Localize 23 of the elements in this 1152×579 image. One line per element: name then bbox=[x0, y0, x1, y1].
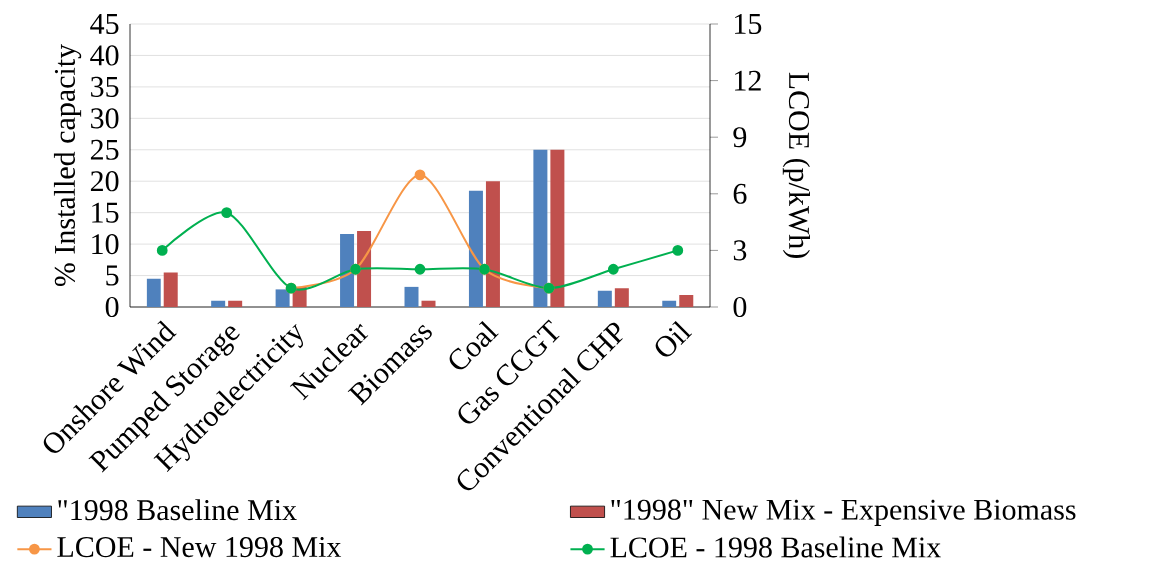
legend-label: LCOE - 1998 Baseline Mix bbox=[610, 536, 941, 558]
y2-tick-label: 9 bbox=[733, 127, 747, 148]
y-tick-label: 30 bbox=[91, 108, 119, 129]
x-tick-label: Oil bbox=[655, 321, 693, 357]
legend-label: "1998 Baseline Mix bbox=[58, 499, 297, 521]
y-tick-label: 15 bbox=[92, 202, 119, 223]
y2-axis-title: LCOE (p/kWh) bbox=[782, 72, 810, 258]
y2-tick-label: 6 bbox=[733, 183, 747, 204]
y2-tick-label: 12 bbox=[735, 70, 761, 91]
y-tick-label: 35 bbox=[91, 76, 119, 97]
y-axis-title: % Installed capacity bbox=[53, 43, 82, 287]
y-tick-label: 0 bbox=[105, 296, 119, 318]
y2-tick-label: 0 bbox=[733, 296, 747, 318]
y-tick-label: 25 bbox=[90, 139, 119, 160]
legend-label: LCOE - New 1998 Mix bbox=[57, 536, 342, 558]
y-tick-label: 20 bbox=[90, 171, 119, 192]
y2-tick-label: 15 bbox=[735, 13, 762, 35]
y-tick-label: 5 bbox=[106, 265, 119, 286]
y2-tick-label: 3 bbox=[733, 240, 747, 261]
legend-label: "1998" New Mix - Expensive Biomass bbox=[611, 499, 1076, 526]
y-tick-label: 40 bbox=[90, 45, 119, 66]
y-tick-label: 10 bbox=[92, 233, 119, 255]
y-tick-label: 45 bbox=[90, 14, 119, 35]
